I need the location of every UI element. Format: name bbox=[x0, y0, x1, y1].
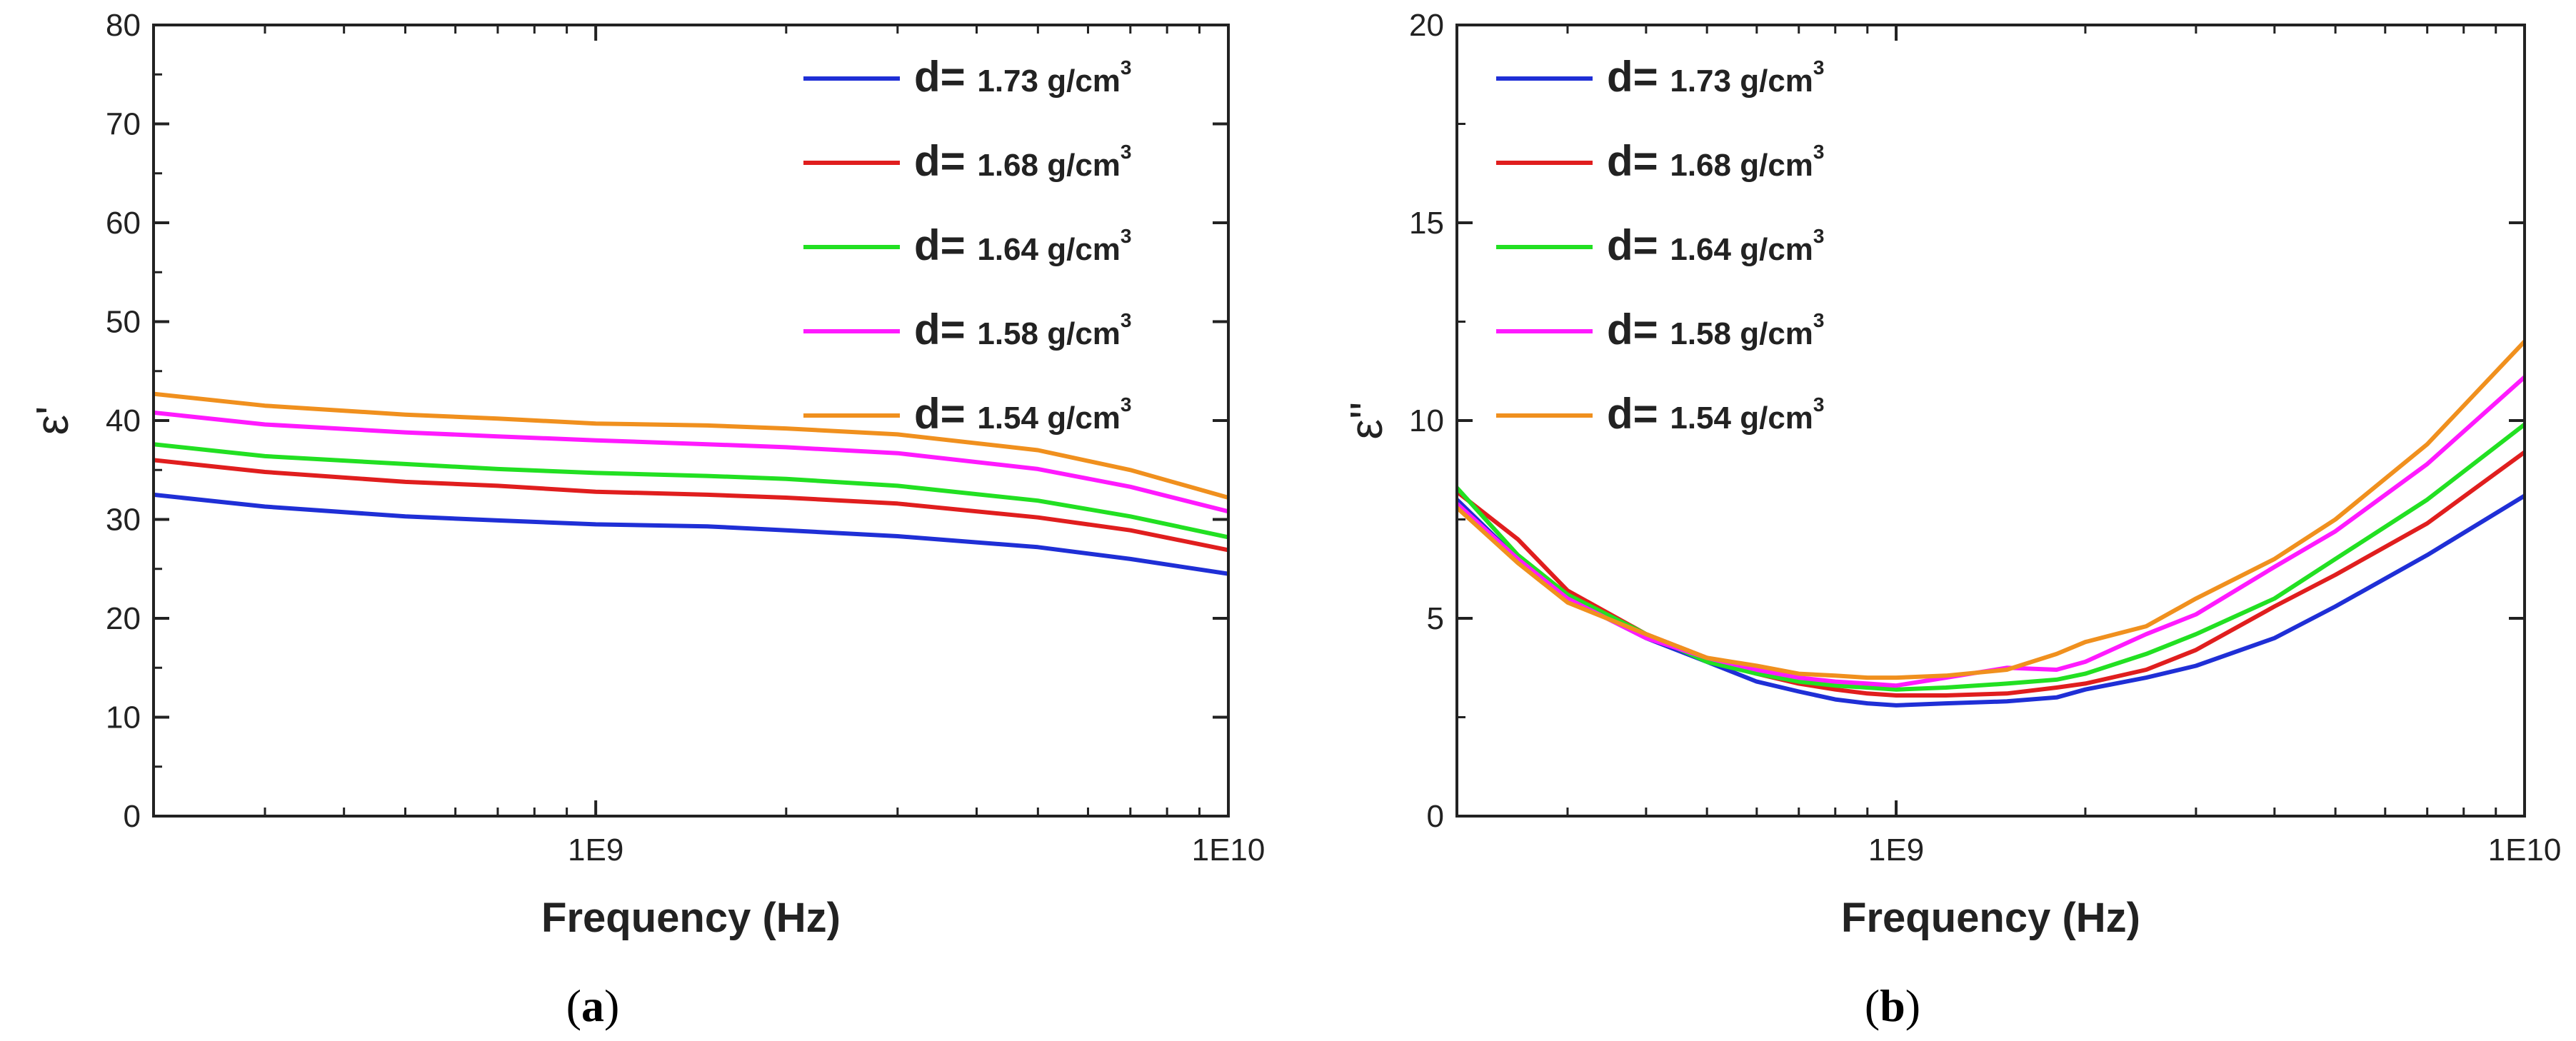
legend-label-a-4: d= 1.54 g/cm3 bbox=[914, 390, 1132, 438]
x-tick-label-a-1: 1E10 bbox=[1192, 833, 1266, 868]
panel-caption-b: (b) bbox=[1865, 980, 1920, 1031]
series-line-a-2 bbox=[154, 442, 1228, 540]
y-tick-label-a-7: 70 bbox=[106, 107, 141, 142]
y-tick-label-b-4: 20 bbox=[1409, 8, 1444, 43]
legend-b: d= 1.73 g/cm3 d= 1.68 g/cm3 d= 1.64 g/cm3 d… bbox=[1496, 53, 1825, 438]
y-tick-label-a-0: 0 bbox=[124, 799, 141, 834]
y-axis-title-a: ε' bbox=[26, 406, 78, 436]
series-line-a-1 bbox=[154, 458, 1228, 553]
y-tick-label-a-6: 60 bbox=[106, 206, 141, 241]
legend-a: d= 1.73 g/cm3 d= 1.68 g/cm3 d= 1.64 g/cm3 d… bbox=[803, 53, 1132, 438]
chart-panel-b: 0 5 10 15 20 1E9 1E10 Frequency (Hz) ε'' d= 1.73 … bbox=[1340, 8, 2561, 1031]
y-tick-label-b-3: 15 bbox=[1409, 206, 1444, 241]
series-line-a-0 bbox=[154, 492, 1228, 576]
y-tick-label-b-1: 5 bbox=[1427, 601, 1444, 636]
series-line-a-3 bbox=[154, 410, 1228, 514]
legend-label-b-4: d= 1.54 g/cm3 bbox=[1607, 390, 1825, 438]
series-line-b-1 bbox=[1457, 450, 2525, 698]
series-line-b-3 bbox=[1457, 375, 2525, 688]
y-tick-label-b-2: 10 bbox=[1409, 403, 1444, 438]
y-tick-label-a-3: 30 bbox=[106, 503, 141, 538]
x-tick-label-b-0: 1E9 bbox=[1868, 833, 1924, 868]
legend-label-a-0: d= 1.73 g/cm3 bbox=[914, 53, 1132, 101]
series-line-b-4 bbox=[1457, 340, 2525, 680]
y-tick-label-a-4: 40 bbox=[106, 403, 141, 438]
x-axis-title-a: Frequency (Hz) bbox=[541, 895, 841, 941]
x-axis-title-b: Frequency (Hz) bbox=[1841, 895, 2140, 941]
legend-label-b-0: d= 1.73 g/cm3 bbox=[1607, 53, 1825, 101]
y-tick-label-a-2: 20 bbox=[106, 601, 141, 636]
legend-label-a-1: d= 1.68 g/cm3 bbox=[914, 137, 1132, 185]
y-tick-label-a-5: 50 bbox=[106, 305, 141, 340]
legend-label-b-3: d= 1.58 g/cm3 bbox=[1607, 306, 1825, 353]
legend-label-a-2: d= 1.64 g/cm3 bbox=[914, 221, 1132, 269]
legend-label-a-3: d= 1.58 g/cm3 bbox=[914, 306, 1132, 353]
panel-caption-a: (a) bbox=[566, 980, 620, 1031]
y-tick-label-a-1: 10 bbox=[106, 700, 141, 735]
x-tick-label-a-0: 1E9 bbox=[568, 833, 623, 868]
x-tick-label-b-1: 1E10 bbox=[2488, 833, 2562, 868]
series-line-a-4 bbox=[154, 391, 1228, 500]
legend-label-b-2: d= 1.64 g/cm3 bbox=[1607, 221, 1825, 269]
y-tick-label-a-8: 80 bbox=[106, 8, 141, 43]
legend-label-b-1: d= 1.68 g/cm3 bbox=[1607, 137, 1825, 185]
y-tick-label-b-0: 0 bbox=[1427, 799, 1444, 834]
series-line-b-0 bbox=[1457, 493, 2525, 708]
y-axis-title-b: ε'' bbox=[1340, 402, 1392, 440]
chart-panel-a: 0 10 20 30 40 50 60 70 80 1E9 1E10 Frequency (Hz) ε'… bbox=[26, 8, 1265, 1031]
